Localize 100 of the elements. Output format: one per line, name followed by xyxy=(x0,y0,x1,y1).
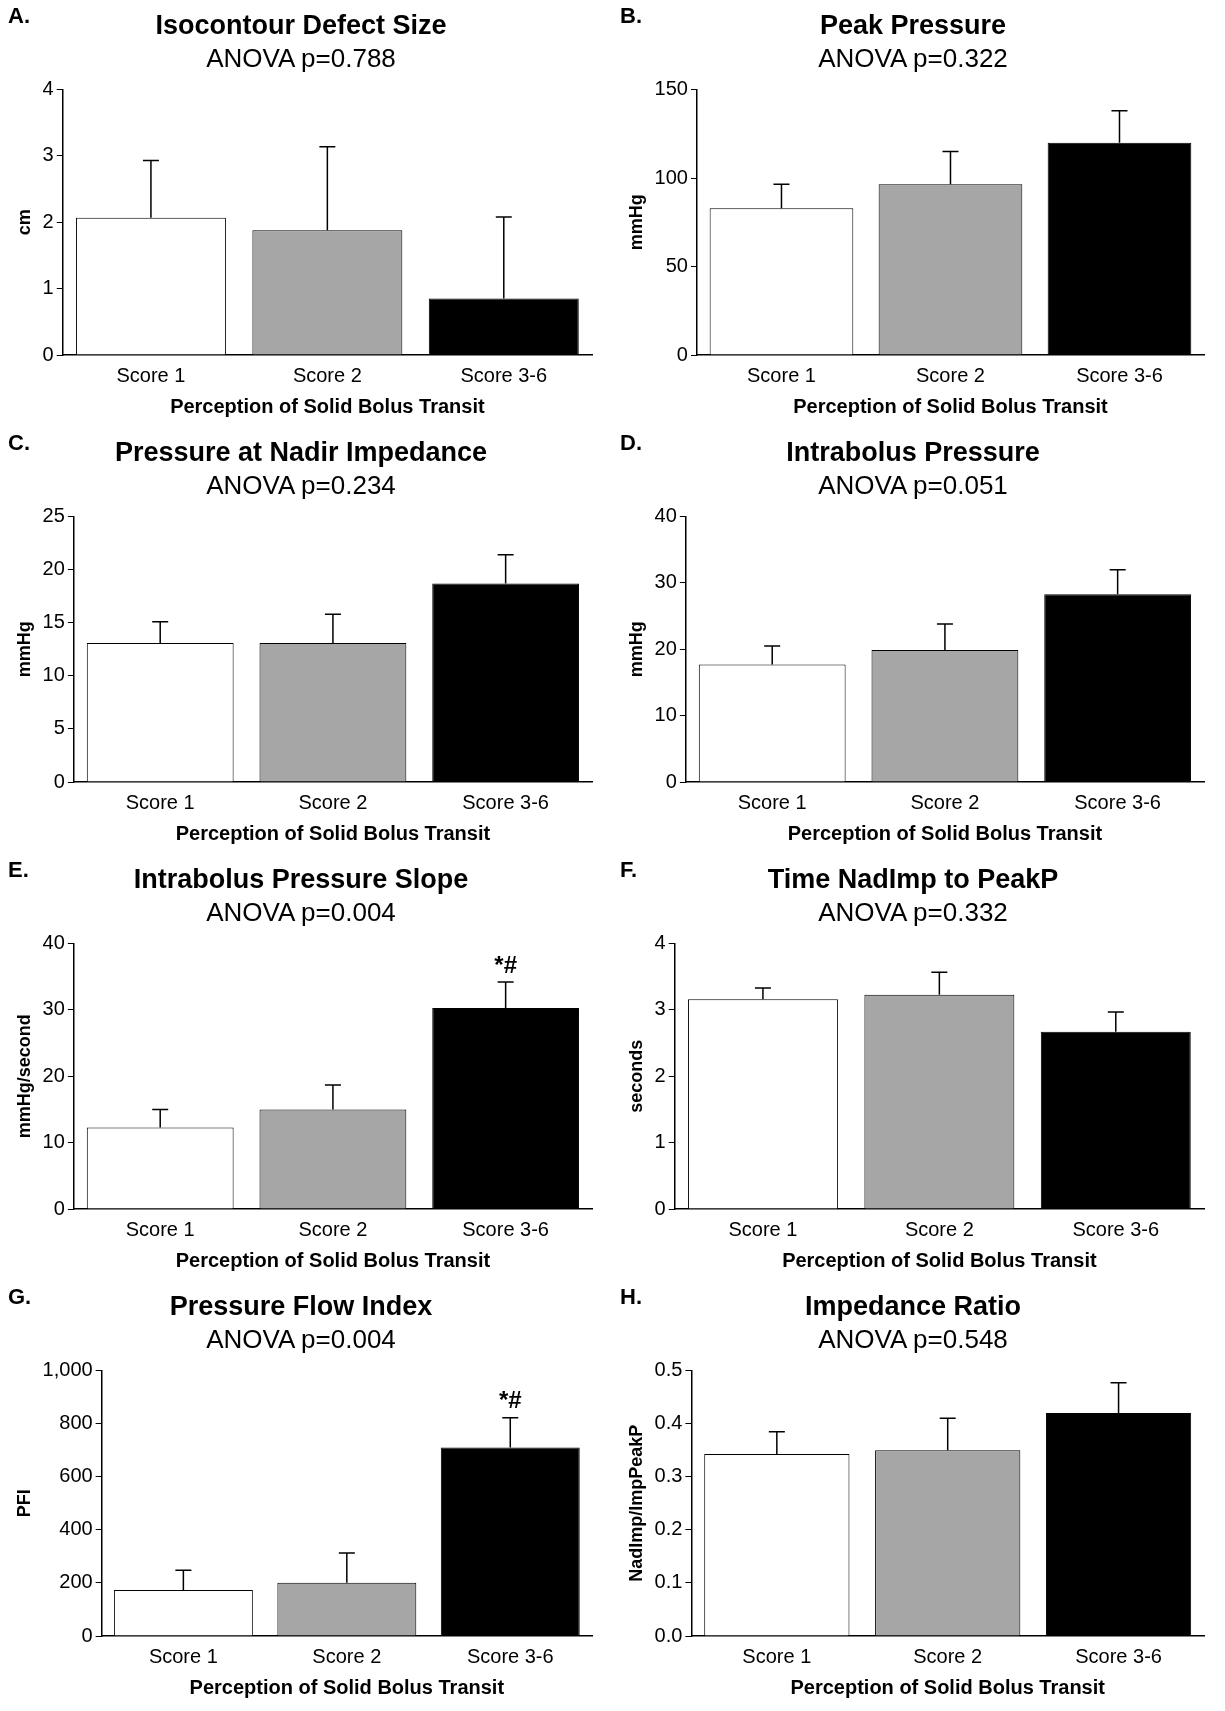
y-tick-label: 1,000 xyxy=(42,1358,93,1381)
chart-title: Impedance Ratio xyxy=(804,1290,1022,1321)
y-tick-label: 20 xyxy=(42,1063,65,1086)
x-axis-title: Perception of Solid Bolus Transit xyxy=(787,821,1103,844)
chart-subtitle: ANOVA p=0.788 xyxy=(206,43,396,74)
y-axis-title: seconds xyxy=(625,1039,646,1113)
y-tick-label: 0.2 xyxy=(654,1517,683,1540)
y-tick-label: 0.1 xyxy=(654,1570,683,1593)
x-tick-label: Score 1 xyxy=(116,363,186,386)
x-tick-label: Score 1 xyxy=(148,1644,218,1667)
y-tick-label: 3 xyxy=(654,997,666,1020)
text: F. xyxy=(620,857,638,883)
x-axis-title: Perception of Solid Bolus Transit xyxy=(793,394,1109,417)
x-axis-title: Perception of Solid Bolus Transit xyxy=(175,821,491,844)
y-tick-label: 10 xyxy=(654,703,677,726)
x-tick-label: Score 3-6 xyxy=(1074,790,1161,813)
y-tick-label: 20 xyxy=(654,636,677,659)
y-tick-label: 0 xyxy=(81,1623,93,1646)
x-tick-label: Score 2 xyxy=(913,1644,983,1667)
x-tick-label: Score 3-6 xyxy=(1075,1644,1162,1667)
y-tick-label: 25 xyxy=(42,504,65,527)
chart-title: Intrabolus Pressure Slope xyxy=(133,863,469,894)
text: D. xyxy=(620,430,642,456)
text: E. xyxy=(8,857,29,883)
y-tick-label: 0.3 xyxy=(654,1464,683,1487)
x-tick-label: Score 3-6 xyxy=(1072,1217,1160,1240)
x-tick-label: Score 3-6 xyxy=(466,1644,554,1667)
annotation: *# xyxy=(498,1386,522,1414)
x-tick-label: Score 3-6 xyxy=(462,1217,549,1240)
y-tick-label: 150 xyxy=(654,77,688,100)
x-tick-label: Score 2 xyxy=(312,1644,382,1667)
x-axis-title: Perception of Solid Bolus Transit xyxy=(782,1248,1097,1271)
x-tick-label: Score 2 xyxy=(292,363,362,386)
text: H. xyxy=(620,1284,642,1310)
y-axis-title: mmHg xyxy=(13,621,34,678)
y-tick-label: 0.4 xyxy=(654,1411,683,1434)
x-tick-label: Score 1 xyxy=(747,363,816,386)
y-tick-label: 0 xyxy=(665,769,677,792)
chart-title: Time NadImp to PeakP xyxy=(767,863,1059,894)
y-tick-label: 2 xyxy=(654,1063,666,1086)
x-tick-label: Score 3-6 xyxy=(460,363,548,386)
chart-subtitle: ANOVA p=0.548 xyxy=(818,1324,1008,1355)
y-tick-label: 3 xyxy=(42,143,54,166)
y-tick-label: 40 xyxy=(654,504,677,527)
text: C. xyxy=(8,430,30,456)
y-axis-title: mmHg xyxy=(625,621,646,678)
y-tick-label: 10 xyxy=(42,663,65,686)
y-tick-label: 200 xyxy=(59,1570,93,1593)
y-axis-title: mmHg xyxy=(625,194,646,251)
x-tick-label: Score 3-6 xyxy=(462,790,549,813)
chart-title: Peak Pressure xyxy=(819,9,1007,40)
y-tick-label: 0 xyxy=(53,1196,65,1219)
x-tick-label: Score 3-6 xyxy=(1076,363,1163,386)
x-tick-label: Score 2 xyxy=(916,363,985,386)
annotation: *# xyxy=(494,950,517,978)
y-axis-title: NadImp/ImpPeakP xyxy=(625,1424,646,1582)
chart-subtitle: ANOVA p=0.004 xyxy=(206,897,396,928)
x-axis-title: Perception of Solid Bolus Transit xyxy=(175,1248,491,1271)
y-tick-label: 0.0 xyxy=(654,1623,683,1646)
y-tick-label: 1 xyxy=(654,1130,666,1153)
y-tick-label: 0 xyxy=(676,342,688,365)
y-tick-label: 15 xyxy=(42,610,65,633)
text: G. xyxy=(8,1284,32,1310)
y-tick-label: 0.5 xyxy=(654,1358,683,1381)
x-axis-title: Perception of Solid Bolus Transit xyxy=(170,394,485,417)
x-tick-label: Score 1 xyxy=(125,1217,195,1240)
chart-subtitle: ANOVA p=0.051 xyxy=(818,470,1008,501)
y-axis-title: cm xyxy=(13,209,34,236)
chart-subtitle: ANOVA p=0.332 xyxy=(818,897,1008,928)
y-tick-label: 0 xyxy=(53,769,65,792)
chart-subtitle: ANOVA p=0.004 xyxy=(206,1324,396,1355)
y-tick-label: 100 xyxy=(654,165,688,188)
chart-title: Intrabolus Pressure xyxy=(786,436,1040,467)
y-tick-label: 5 xyxy=(53,716,65,739)
y-tick-label: 10 xyxy=(42,1130,65,1153)
y-tick-label: 1 xyxy=(42,276,54,299)
y-tick-label: 4 xyxy=(42,77,54,100)
x-tick-label: Score 1 xyxy=(737,790,807,813)
y-axis-title: mmHg/second xyxy=(13,1014,34,1139)
y-tick-label: 30 xyxy=(42,997,65,1020)
x-tick-label: Score 2 xyxy=(904,1217,974,1240)
text: A. xyxy=(8,3,30,29)
chart-title: Isocontour Defect Size xyxy=(155,9,447,40)
chart-subtitle: ANOVA p=0.234 xyxy=(206,470,396,501)
x-axis-title: Perception of Solid Bolus Transit xyxy=(790,1675,1106,1698)
y-tick-label: 20 xyxy=(42,557,65,580)
y-tick-label: 50 xyxy=(665,254,688,277)
y-tick-label: 2 xyxy=(42,209,54,232)
y-tick-label: 0 xyxy=(654,1196,666,1219)
chart-subtitle: ANOVA p=0.322 xyxy=(818,43,1008,74)
text: B. xyxy=(620,3,642,29)
y-tick-label: 40 xyxy=(42,931,65,954)
chart-title: Pressure at Nadir Impedance xyxy=(114,436,488,467)
x-tick-label: Score 1 xyxy=(728,1217,798,1240)
x-tick-label: Score 1 xyxy=(742,1644,812,1667)
y-tick-label: 400 xyxy=(59,1517,93,1540)
y-tick-label: 30 xyxy=(654,570,677,593)
x-tick-label: Score 1 xyxy=(125,790,195,813)
y-axis-title: PFI xyxy=(13,1489,34,1518)
x-tick-label: Score 2 xyxy=(910,790,980,813)
